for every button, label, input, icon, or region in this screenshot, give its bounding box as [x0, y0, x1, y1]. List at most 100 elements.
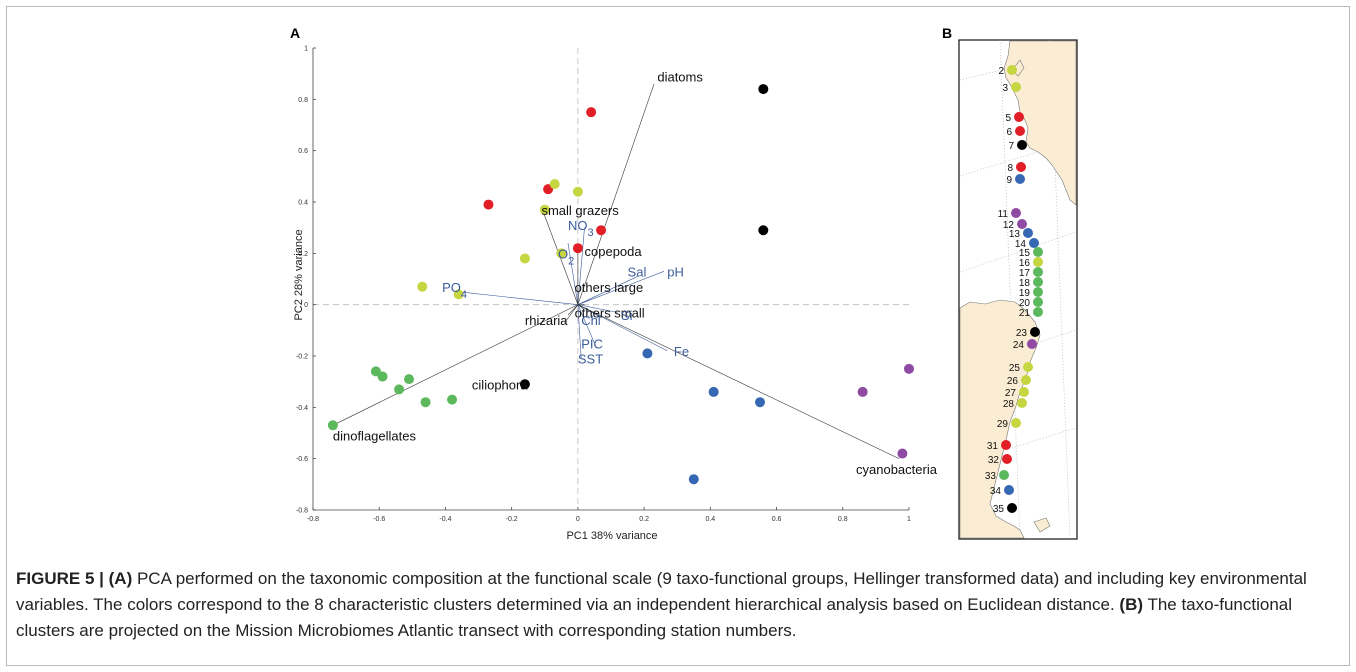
y-tick-label: 0.8: [298, 97, 308, 104]
taxa-vector-line: [577, 83, 655, 305]
x-tick-label: 0.6: [772, 516, 782, 523]
x-tick-label: 0.2: [639, 516, 649, 523]
y-tick-label: 0: [304, 302, 308, 309]
sample-point-yellowgreen: [556, 248, 567, 259]
sample-point-yellowgreen: [539, 204, 550, 215]
station-dot-blue: [1029, 238, 1039, 248]
station-label: 7: [1008, 141, 1014, 152]
sample-point-red: [596, 225, 607, 236]
station-label: 35: [993, 504, 1005, 515]
taxa-label: others small: [575, 306, 645, 321]
y-ticks: -0.8 -0.6 -0.4 -0.2 0 0.2 0.4 0.6 0.8 1: [296, 46, 316, 515]
sample-points: [327, 84, 914, 485]
station-label: 29: [997, 419, 1009, 430]
env-vector-line: [577, 304, 582, 359]
station-label: 20: [1019, 298, 1031, 309]
station-label: 12: [1003, 220, 1015, 231]
station-label: 14: [1015, 239, 1027, 250]
taxa-label: rhizaria: [525, 313, 568, 328]
taxa-label: copepoda: [585, 244, 643, 259]
env-label: Si: [621, 308, 633, 323]
env-vector-line: [577, 276, 638, 305]
station-label: 23: [1016, 328, 1028, 339]
panel-label-b: B: [942, 25, 952, 41]
station-dot-red: [1015, 126, 1025, 136]
station-label: 18: [1019, 278, 1031, 289]
taxa-label: dinoflagellates: [333, 429, 417, 444]
station-dot-purple: [1011, 208, 1021, 218]
x-ticks: -0.8 -0.6 -0.4 -0.2 0 0.2 0.4 0.6 0.8 1: [307, 507, 911, 523]
taxa-label: others large: [575, 280, 644, 295]
sample-point-yellowgreen: [519, 253, 530, 264]
x-tick-label: -0.8: [307, 516, 319, 523]
station-label: 9: [1006, 175, 1012, 186]
station-dot-yellowgreen: [1011, 82, 1021, 92]
station-label: 32: [988, 455, 1000, 466]
env-label: SST: [578, 352, 603, 367]
station-dot-red: [1014, 112, 1024, 122]
x-tick-label: -0.4: [439, 516, 451, 523]
station-dot-blue: [1023, 228, 1033, 238]
caption-text-a: PCA performed on the taxonomic compositi…: [16, 569, 1307, 614]
caption-figure-label: FIGURE 5 |: [16, 569, 104, 588]
sample-point-yellowgreen: [453, 289, 464, 300]
station-dot-green: [999, 470, 1009, 480]
sample-point-purple: [897, 448, 908, 459]
station-dot-black: [1030, 327, 1040, 337]
station-dot-purple: [1027, 339, 1037, 349]
station-label: 28: [1003, 399, 1015, 410]
figure-caption: FIGURE 5 | (A) PCA performed on the taxo…: [16, 566, 1340, 644]
y-tick-label: 0.2: [298, 251, 308, 258]
env-label: pH: [667, 264, 684, 279]
station-label: 8: [1007, 163, 1013, 174]
station-dot-blue: [1015, 174, 1025, 184]
caption-text-b: The taxo-functional clusters are project…: [16, 595, 1293, 640]
station-label: 2: [998, 66, 1004, 77]
env-vector-line: [577, 304, 618, 313]
station-label: 13: [1009, 229, 1021, 240]
station-dot-red: [1016, 162, 1026, 172]
station-dot-green: [1033, 287, 1043, 297]
station-label: 19: [1019, 288, 1031, 299]
station-dot-yellowgreen: [1019, 387, 1029, 397]
station-dot-green: [1033, 247, 1043, 257]
station-label: 25: [1009, 363, 1021, 374]
station-dot-yellowgreen: [1011, 418, 1021, 428]
loading-vectors: [332, 83, 900, 459]
x-tick-label: 0.8: [838, 516, 848, 523]
station-dot-black: [1017, 140, 1027, 150]
station-markers: 2356789111213141516171819202123242526272…: [985, 65, 1043, 515]
station-label: 27: [1005, 388, 1017, 399]
env-label-subscript: 3: [587, 227, 593, 239]
station-dot-purple: [1017, 219, 1027, 229]
sample-point-green: [420, 397, 431, 408]
sample-point-green: [394, 384, 405, 395]
station-dot-green: [1033, 277, 1043, 287]
y-tick-label: -0.2: [296, 354, 308, 361]
sample-point-green: [447, 394, 458, 405]
sample-point-black: [758, 225, 769, 236]
station-dot-blue: [1004, 485, 1014, 495]
station-dot-red: [1001, 440, 1011, 450]
station-label: 16: [1019, 258, 1031, 269]
taxa-vector-line: [564, 304, 579, 323]
taxa-vector-line: [332, 304, 579, 426]
taxa-label: cyanobacteria: [856, 462, 938, 477]
y-tick-label: 0.6: [298, 148, 308, 155]
y-tick-label: 0.4: [298, 200, 308, 207]
sample-point-black: [519, 379, 530, 390]
taxa-label: small grazers: [541, 203, 619, 218]
sample-point-green: [377, 371, 388, 382]
x-tick-label: 0.4: [705, 516, 715, 523]
station-dot-black: [1007, 503, 1017, 513]
panel-label-a: A: [290, 25, 300, 41]
station-label: 15: [1019, 248, 1031, 259]
station-label: 24: [1013, 340, 1025, 351]
x-tick-label: -0.6: [373, 516, 385, 523]
sample-point-green: [404, 374, 415, 385]
taxa-label: ciliophora: [472, 377, 528, 392]
env-label: NO3: [568, 218, 594, 239]
station-dot-yellowgreen: [1023, 362, 1033, 372]
x-axis-label: PC1 38% variance: [566, 530, 657, 542]
env-vector-line: [567, 243, 579, 305]
